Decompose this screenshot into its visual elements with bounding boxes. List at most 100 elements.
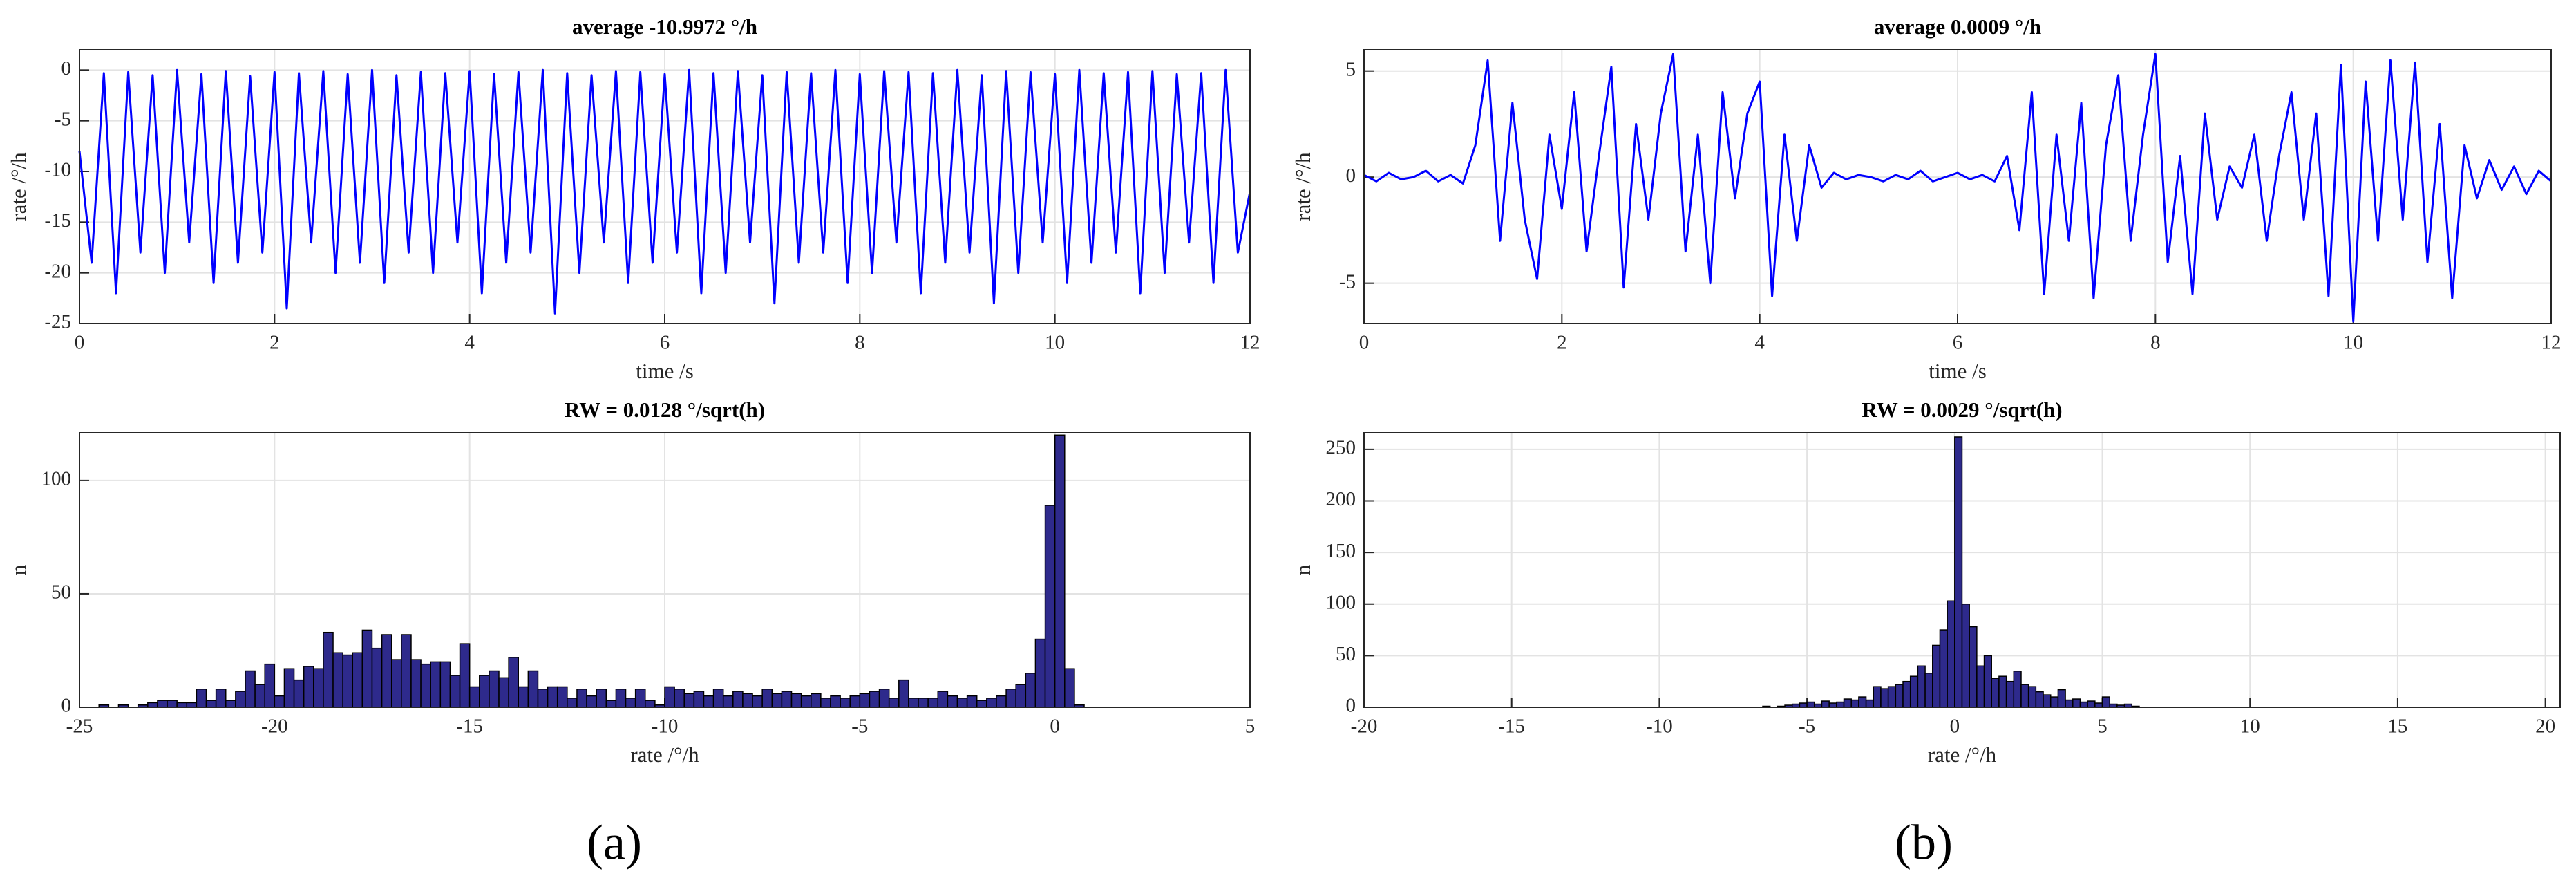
bar (722, 695, 734, 708)
x-tick-label: 0 (1050, 716, 1060, 738)
bar (205, 700, 217, 708)
bar (1873, 686, 1882, 708)
bar (527, 670, 539, 708)
data-line (1363, 53, 2552, 323)
x-tick-label: -20 (1351, 716, 1378, 738)
bar (303, 666, 314, 708)
bar (1947, 600, 1955, 708)
bar (449, 675, 461, 708)
bar (1880, 688, 1889, 708)
bar (264, 663, 276, 708)
bar (908, 698, 919, 708)
bar (225, 700, 236, 708)
bar (2101, 696, 2110, 708)
bar (352, 652, 363, 708)
bar (1954, 436, 1963, 708)
bar (283, 668, 295, 708)
bar (576, 689, 587, 708)
bar (1064, 668, 1075, 708)
chart-title: average 0.0009 °/h (1874, 15, 2041, 39)
x-tick-label: 10 (2240, 716, 2260, 738)
bar (1976, 665, 1985, 708)
bar (1961, 604, 1970, 708)
bar (898, 679, 909, 708)
bar (489, 670, 500, 708)
x-tick-label: -10 (1646, 716, 1673, 738)
bar (235, 691, 246, 708)
bar (869, 691, 880, 708)
bar (634, 689, 646, 708)
bar (1939, 629, 1948, 708)
x-tick-label: 10 (1045, 332, 1065, 354)
bar (752, 695, 763, 708)
bar (420, 663, 431, 708)
bar (771, 693, 783, 708)
bar (430, 661, 442, 708)
bar (518, 686, 529, 708)
bar (596, 689, 607, 708)
bar (556, 686, 568, 708)
chart-title: average -10.9972 °/h (572, 15, 757, 39)
bar (937, 691, 949, 708)
x-tick-label: 4 (464, 332, 475, 354)
bar (1865, 699, 1875, 708)
bar (1991, 678, 2000, 708)
bar (947, 695, 958, 708)
bar (1998, 675, 2007, 708)
bar (800, 695, 812, 708)
bar (2005, 680, 2015, 708)
x-tick-label: 10 (2343, 332, 2363, 354)
bar (820, 698, 831, 708)
x-tick-label: 8 (2150, 332, 2161, 354)
bar (1821, 700, 1830, 708)
axes-frame (79, 432, 1251, 708)
bar (2027, 686, 2037, 708)
bar (918, 698, 929, 708)
bar (167, 700, 178, 708)
x-tick-label: 0 (1950, 716, 1960, 738)
bar (1054, 434, 1066, 708)
x-tick-label: 6 (1953, 332, 1963, 354)
bar (332, 652, 343, 708)
bar (361, 629, 373, 708)
bar (2065, 699, 2074, 708)
bar (371, 647, 383, 708)
x-tick-label: 2 (1557, 332, 1567, 354)
bar (664, 686, 675, 708)
bar (645, 700, 656, 708)
y-tick-label: 0 (61, 57, 72, 80)
bar (966, 695, 978, 708)
bar (381, 634, 392, 708)
y-tick-label: -5 (55, 108, 71, 130)
y-axis-label: n (1291, 564, 1315, 575)
bar (1924, 672, 1933, 708)
axes-frame (1363, 49, 2552, 324)
y-tick-label: 150 (1326, 540, 1356, 562)
bar (439, 661, 451, 708)
bar (2049, 696, 2059, 708)
bar (615, 689, 627, 708)
y-tick-label: 50 (51, 581, 71, 604)
bar (1909, 675, 1919, 708)
x-tick-label: 5 (2097, 716, 2108, 738)
bar (2087, 700, 2096, 708)
bar (761, 689, 773, 708)
bar (401, 634, 412, 708)
axes-frame (79, 49, 1251, 324)
bar (878, 689, 890, 708)
bar (1969, 626, 1978, 708)
bar (2013, 671, 2022, 708)
bar (2057, 689, 2066, 708)
bar (732, 691, 744, 708)
x-tick-label: -10 (652, 716, 679, 738)
bar (313, 668, 324, 708)
bar (2035, 691, 2044, 708)
y-tick-label: -20 (44, 260, 71, 282)
x-tick-label: 2 (269, 332, 280, 354)
bar (790, 693, 802, 708)
y-axis-label: n (6, 564, 30, 575)
bar (215, 689, 227, 708)
bar (537, 689, 549, 708)
